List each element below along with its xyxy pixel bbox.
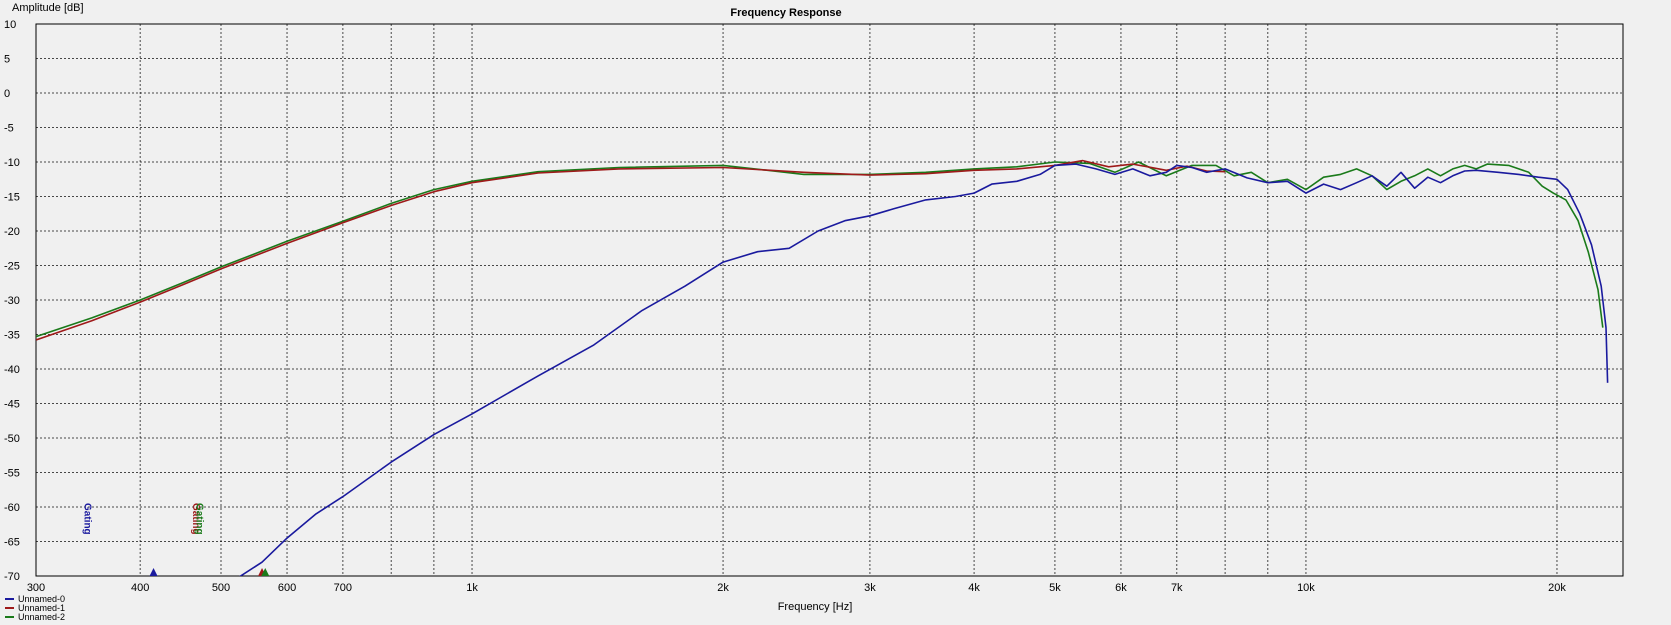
series-line-unnamed-1 [36,159,1226,341]
series-line-unnamed-0 [239,163,1609,576]
y-tick-label: -60 [4,502,20,514]
x-tick-label: 7k [1171,582,1183,594]
y-tick-label: -65 [4,537,20,549]
legend-label: Unnamed-1 [18,603,65,613]
x-axis-label: Frequency [Hz] [778,601,853,613]
y-tick-label: -50 [4,433,20,445]
plot-area-frame [35,23,1624,577]
y-tick-label: -40 [4,364,20,376]
y-tick-label: -45 [4,399,20,411]
y-tick-label: -15 [4,192,20,204]
gating-marker-label: Gating [190,503,201,535]
y-tick-label: 0 [4,88,10,100]
gating-marker-label: Gating [82,503,93,535]
series-layer [36,159,1609,576]
x-tick-label: 20k [1548,582,1566,594]
x-tick-label: 1k [466,582,478,594]
y-tick-label: -20 [4,226,20,238]
y-tick-label: -25 [4,261,20,273]
y-tick-label: -30 [4,295,20,307]
legend-label: Unnamed-0 [18,594,65,604]
y-tick-label: 10 [4,19,16,31]
y-tick-label: -35 [4,330,20,342]
y-tick-label: 5 [4,54,10,66]
gating-marker-label: Gating [193,503,204,535]
y-tick-label: -70 [4,571,20,583]
x-tick-label: 3k [864,582,876,594]
legend-label: Unnamed-2 [18,612,65,622]
x-tick-label: 500 [212,582,230,594]
x-tick-label: 4k [968,582,980,594]
x-tick-label: 700 [334,582,352,594]
series-line-unnamed-2 [36,161,1604,338]
x-tick-label: 400 [131,582,149,594]
y-tick-label: -55 [4,468,20,480]
x-tick-label: 300 [27,582,45,594]
y-tick-label: -5 [4,123,14,135]
x-tick-label: 6k [1115,582,1127,594]
x-tick-labels: 300 400 500 600 700 1k 2k 3k 4k 5k 6k 7k 10k 20k [27,582,1567,594]
gating-marker [149,568,158,576]
x-tick-label: 600 [278,582,296,594]
y-tick-label: -10 [4,157,20,169]
gating-marker [261,568,270,576]
x-tick-label: 2k [717,582,729,594]
y-tick-labels: 10 5 0 -5 -10 -15 -20 -25 -30 -35 -40 -45 -50 -55 -60 -… [4,19,20,583]
x-tick-label: 10k [1297,582,1315,594]
grid [36,24,1623,576]
y-axis-label: Amplitude [dB] [12,2,84,14]
x-tick-label: 5k [1049,582,1061,594]
chart-title: Frequency Response [730,7,841,19]
